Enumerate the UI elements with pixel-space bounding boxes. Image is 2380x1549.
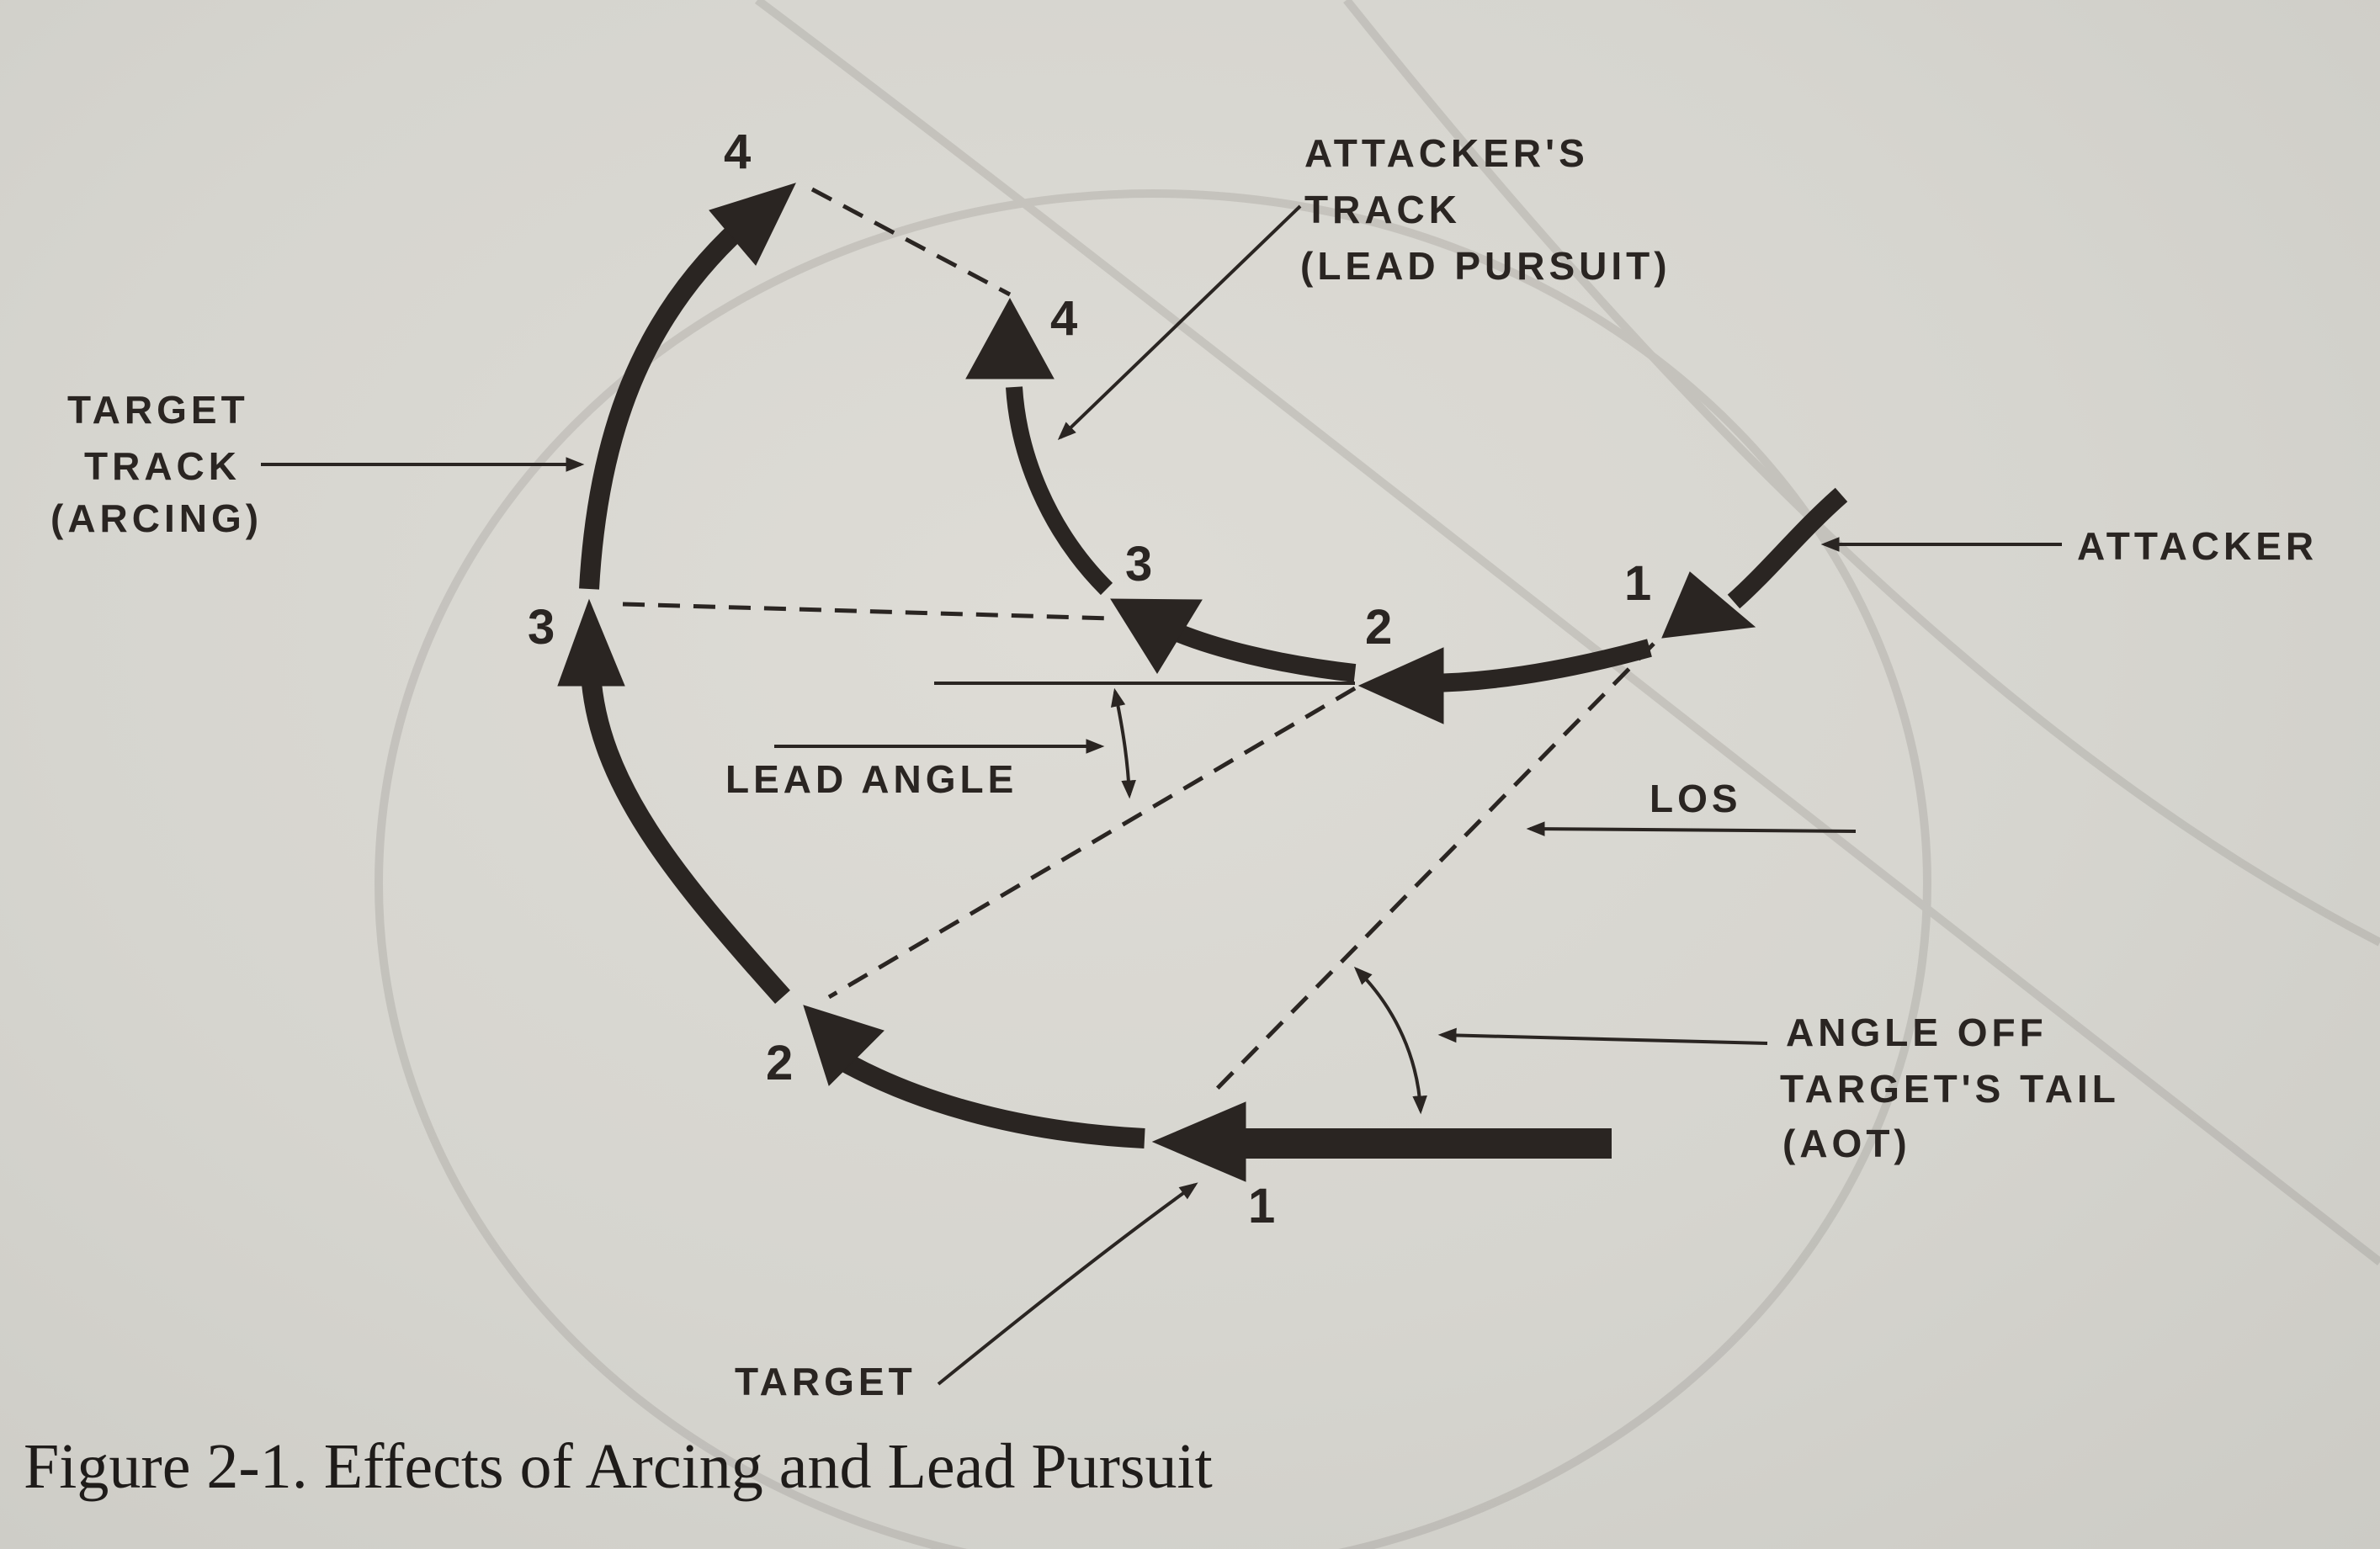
attacker-head-1 [1661,571,1756,639]
attackers-track-label-line2: TRACK [1304,188,1461,231]
target-pos-4: 4 [724,125,751,179]
attacker-track-seg-3-4 [1006,386,1113,596]
attacker-head-3 [1110,598,1203,674]
target-pos-1: 1 [1248,1179,1275,1233]
figure-caption: Figure 2-1. Effects of Arcing and Lead P… [24,1431,1213,1502]
aot-arc [1353,966,1427,1115]
aot-label-line1: ANGLE OFF [1786,1011,2048,1054]
position-numbers: 4 4 3 3 2 1 2 1 [528,125,1651,1233]
target-track-label-line3: (ARCING) [50,496,263,540]
text-labels: ATTACKER'S TRACK (LEAD PURSUIT) TARGET T… [50,131,2318,1403]
attacker-head-2 [1357,647,1444,724]
los-4 [810,187,1012,297]
attackers-track-label-line1: ATTACKER'S [1304,131,1589,175]
los-3 [622,602,1112,621]
los-pointer [1526,821,1857,836]
target-head-3 [557,598,625,687]
attacker-label: ATTACKER [2077,524,2318,568]
target-head-2 [803,1005,885,1086]
attacker-head-4 [965,297,1055,379]
target-pos-3: 3 [528,600,555,655]
aot-pointer [1437,1027,1768,1045]
target-track-label-line1: TARGET [67,388,249,432]
target-track-seg-1-2 [837,1051,1145,1148]
target-head-1 [1151,1101,1246,1182]
lines-of-sight [622,187,1655,1091]
lead-angle-label: LEAD ANGLE [725,757,1017,801]
aot-label-line3: (AOT) [1782,1122,1911,1165]
target-track-label-line2: TRACK [84,444,241,488]
attacker-pos-2: 2 [1365,600,1392,655]
los-2 [827,686,1357,1000]
target-track [557,183,1612,1182]
target-head-4 [709,183,796,266]
attacker-pos-3: 3 [1125,537,1152,591]
attacker-pos-1: 1 [1624,556,1651,611]
target-pointer [937,1182,1198,1386]
target-track-seg-3-4 [579,220,748,590]
attacker-track-seg-2-3 [1166,620,1357,682]
attacker-pos-4: 4 [1050,291,1077,346]
target-track-seg-2-3 [581,672,790,1005]
attackers-track-pointer [1057,204,1302,441]
attacker-incoming [1727,487,1848,609]
aot-label-line2: TARGET'S TAIL [1780,1067,2120,1111]
target-label: TARGET [735,1360,916,1403]
pointer-lines [261,204,2062,1386]
los-label: LOS [1650,777,1742,820]
target-heading-bar [1195,1128,1612,1159]
attackers-track-label-line3: (LEAD PURSUIT) [1300,244,1671,288]
target-pos-2: 2 [766,1036,793,1090]
attacker-track-seg-1-2 [1421,639,1652,692]
bleed-through [375,0,2380,1549]
attacker-track [965,297,1848,724]
lead-angle-arc [1110,687,1136,799]
